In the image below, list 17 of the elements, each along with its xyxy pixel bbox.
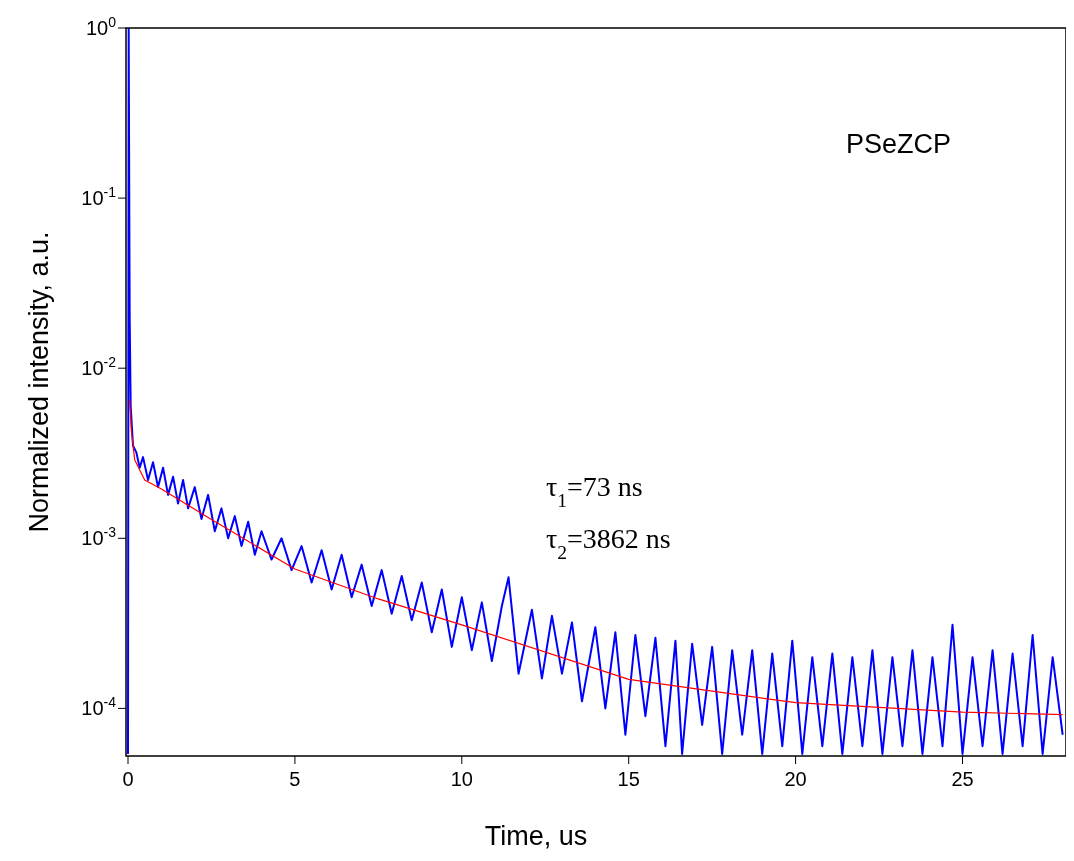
y-tick-label: 10$^{-2}$ — [81, 354, 117, 380]
x-tick-label: 15 — [617, 768, 640, 790]
y-tick-label: 10$^{-4}$ — [81, 694, 117, 720]
x-tick-label: 25 — [951, 768, 974, 790]
y-tick-label: 10$^{-1}$ — [81, 184, 117, 210]
annotation: PSeZCP — [846, 129, 952, 159]
x-tick-label: 0 — [122, 768, 134, 790]
y-tick-label: 10$^{0}$ — [85, 14, 117, 39]
annotation: τ$_{2}$=3862 ns — [546, 523, 671, 563]
x-tick-label: 5 — [289, 768, 301, 790]
x-axis-title: Time, us — [484, 821, 588, 851]
line-series — [129, 399, 1064, 716]
x-tick-label: 20 — [784, 768, 807, 790]
y-axis-title: Normalized intensity, a.u. — [24, 231, 54, 533]
y-tick-label: 10$^{-3}$ — [81, 524, 117, 550]
x-tick-label: 10 — [450, 768, 473, 790]
annotation: τ$_{1}$=73 ns — [546, 471, 643, 511]
